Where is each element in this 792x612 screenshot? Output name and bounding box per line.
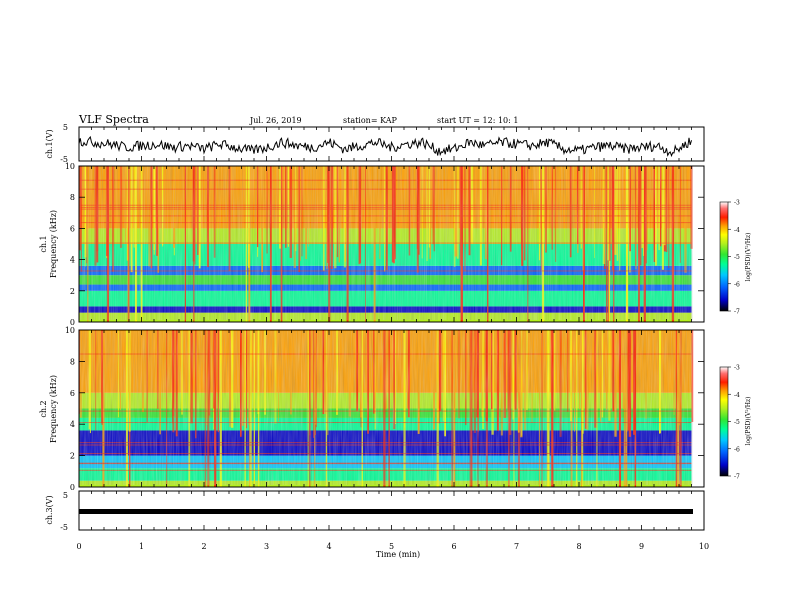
ch2-spec-ytick-label: 6 <box>70 389 75 398</box>
ch1-waveform-panel: 5 -5 ch.1(V) <box>45 123 705 164</box>
x-tick-label: 9 <box>639 542 644 551</box>
ch1-spec-ytick-label: 6 <box>70 224 75 233</box>
ch2-spectrogram-panel: 0 2 4 6 8 10 ch.2 Frequency (kHz) <box>39 326 705 492</box>
ch1-ytick-top: 5 <box>63 123 68 132</box>
ch1-spec-ytick-label: 0 <box>70 318 75 327</box>
ch1-ylabel-freq: Frequency (kHz) <box>49 210 58 278</box>
colorbar-ch2: -3 -4 -5 -6 -7 log(PSD)(V²/Hz) <box>719 365 752 481</box>
station-label: station= KAP <box>343 116 398 125</box>
colorbar-ch1: -3 -4 -5 -6 -7 log(PSD)(V²/Hz) <box>719 200 752 316</box>
x-tick-label: 3 <box>264 542 269 551</box>
x-tick-label: 8 <box>576 542 581 551</box>
ch1-spec-ytick-label: 8 <box>70 193 75 202</box>
figure-title: VLF Spectra <box>78 113 149 126</box>
colorbar-tick-label: -6 <box>734 446 740 453</box>
ch1-spectrogram-panel: 0 2 4 6 8 10 ch.1 Frequency (kHz) <box>39 162 705 327</box>
date-label: Jul. 26, 2019 <box>249 116 302 125</box>
ch3-ylabel: ch.3(V) <box>45 495 54 524</box>
ch2-spectrogram-texture <box>79 331 693 485</box>
colorbar-ch2-label: log(PSD)(V²/Hz) <box>745 397 752 446</box>
ch3-ytick-top: 5 <box>63 491 68 500</box>
colorbar-tick-label: -3 <box>734 365 740 372</box>
ch1-ytick-bottom: -5 <box>60 155 68 164</box>
x-tick-label: 0 <box>76 542 81 551</box>
ch3-waveform-line <box>79 509 693 514</box>
colorbar-tick-label: -5 <box>734 254 740 261</box>
ch2-ylabel-freq: Frequency (kHz) <box>49 375 58 443</box>
ch2-spec-ytick-label: 2 <box>70 452 75 461</box>
ch3-waveform-panel: 5 -5 ch.3(V) <box>45 490 705 532</box>
ch1-spec-ytick-label: 4 <box>70 256 75 265</box>
x-axis-label: Time (min) <box>376 550 420 559</box>
x-tick-label: 10 <box>699 542 709 551</box>
ch1-spectrogram-texture <box>79 166 693 320</box>
colorbar-tick-label: -7 <box>734 474 740 481</box>
start-time-label: start UT = 12: 10: 1 <box>437 116 518 125</box>
x-tick-label: 6 <box>451 542 456 551</box>
colorbar-ch1-label: log(PSD)(V²/Hz) <box>745 233 752 282</box>
colorbar-tick-label: -3 <box>734 200 740 207</box>
x-tick-label: 7 <box>514 542 519 551</box>
ch1-spec-ytick-label: 2 <box>70 287 75 296</box>
ch2-spec-ytick-label: 8 <box>70 357 75 366</box>
ch1-ylabel-channel: ch.1 <box>39 235 48 252</box>
ch2-spec-ytick-label: 0 <box>70 483 75 492</box>
ch3-ytick-bottom: -5 <box>60 523 68 532</box>
colorbar-tick-label: -5 <box>734 419 740 426</box>
x-tick-label: 1 <box>139 542 144 551</box>
x-tick-label: 5 <box>389 542 394 551</box>
ch2-spec-ytick-label: 4 <box>70 420 75 429</box>
x-axis-tick-labels: 0 1 2 3 4 5 6 7 8 9 10 <box>76 542 709 551</box>
ch1-waveform-line <box>78 135 692 158</box>
ch1-spec-ytick-label: 10 <box>65 162 75 171</box>
colorbar-tick-label: -4 <box>734 227 740 234</box>
ch1-ylabel: ch.1(V) <box>45 129 54 158</box>
ch2-spec-ytick-label: 10 <box>65 326 75 335</box>
colorbar-tick-label: -7 <box>734 309 740 316</box>
colorbar-tick-label: -6 <box>734 281 740 288</box>
colorbar-tick-label: -4 <box>734 392 740 399</box>
x-tick-label: 2 <box>201 542 206 551</box>
ch2-ylabel-channel: ch.2 <box>39 400 48 417</box>
x-tick-label: 4 <box>326 542 331 551</box>
